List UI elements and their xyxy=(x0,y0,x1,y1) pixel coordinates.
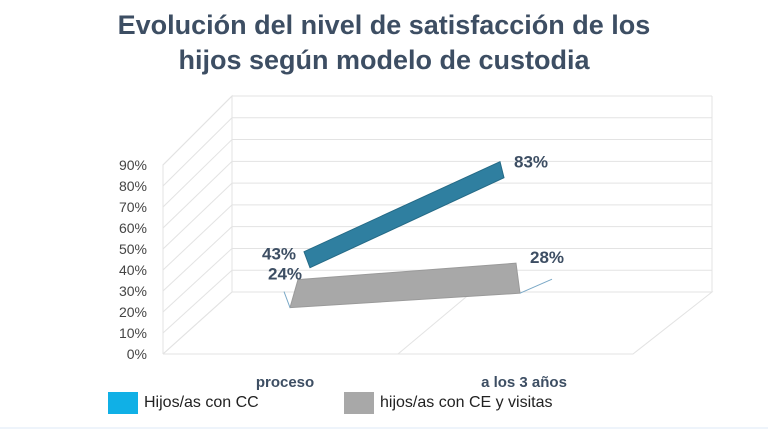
y-tick-label: 20% xyxy=(119,304,147,320)
chart-title-line-2: hijos según modelo de custodia xyxy=(178,45,590,75)
legend-item-cc: Hijos/as con CC xyxy=(108,392,259,414)
gridline-side xyxy=(162,204,233,271)
ribbon-ce-visitas xyxy=(289,262,521,309)
y-tick-label: 40% xyxy=(119,262,147,278)
gridline-side xyxy=(162,248,233,313)
y-axis-tick-labels: 0% 10% 20% 30% 40% 50% 60% 70% 80% 90% xyxy=(119,157,147,362)
data-label-cc-proceso: 43% xyxy=(262,245,296,264)
y-tick-label: 0% xyxy=(127,346,147,362)
gridline-side xyxy=(162,291,233,355)
data-labels: 43% 83% 24% 28% xyxy=(262,153,564,284)
y-tick-label: 30% xyxy=(119,283,147,299)
floor-outline xyxy=(162,291,714,355)
y-tick-label: 90% xyxy=(119,157,147,173)
chart-title: Evolución del nivel de satisfacción de l… xyxy=(0,8,768,78)
data-label-ce-proceso: 24% xyxy=(268,265,302,284)
gridline-side xyxy=(162,117,233,187)
data-label-ce-3-anos: 28% xyxy=(530,248,564,267)
legend: Hijos/as con CC hijos/as con CE y visita… xyxy=(108,392,748,418)
chart-walls xyxy=(162,94,714,355)
gridline-side xyxy=(162,226,233,292)
ribbon-cc xyxy=(303,160,505,269)
legend-swatch-cc xyxy=(108,392,138,414)
legend-swatch-ce xyxy=(344,392,374,414)
y-tick-label: 10% xyxy=(119,325,147,341)
x-tick-label: a los 3 años xyxy=(481,374,567,391)
y-tick-label: 70% xyxy=(119,199,147,215)
gridline-side xyxy=(162,139,233,208)
legend-label-ce: hijos/as con CE y visitas xyxy=(380,394,553,411)
y-tick-label: 50% xyxy=(119,241,147,257)
gridline-side xyxy=(162,160,233,229)
leader-line xyxy=(519,278,553,294)
bottom-divider xyxy=(0,427,768,429)
data-label-cc-3-anos: 83% xyxy=(514,153,548,172)
side-wall-outline xyxy=(162,94,233,354)
y-tick-label: 80% xyxy=(119,178,147,194)
leader-line xyxy=(283,291,291,308)
chart-gridlines xyxy=(162,95,712,355)
x-tick-label: proceso xyxy=(256,374,314,391)
chart-title-line-1: Evolución del nivel de satisfacción de l… xyxy=(117,10,651,40)
gridline-side xyxy=(162,95,233,166)
gridline-side xyxy=(162,269,233,334)
gridline-side xyxy=(162,182,233,250)
data-ribbons xyxy=(283,160,553,309)
y-tick-label: 60% xyxy=(119,220,147,236)
legend-label-cc: Hijos/as con CC xyxy=(144,394,259,411)
floor-category-divider xyxy=(397,291,473,355)
x-axis-tick-labels: proceso a los 3 años xyxy=(256,374,567,391)
legend-item-ce: hijos/as con CE y visitas xyxy=(344,392,553,414)
